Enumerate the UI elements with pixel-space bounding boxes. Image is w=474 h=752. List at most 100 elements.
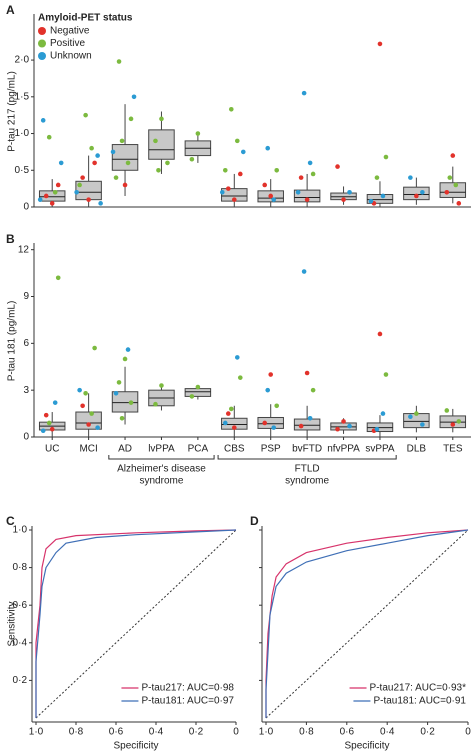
x-tick-label: PCA [188, 444, 209, 455]
data-point [271, 425, 277, 430]
data-point [128, 116, 134, 122]
x-tick-label: DLB [407, 444, 427, 455]
y-tick-label: 0·5 [15, 165, 30, 176]
x-tick-label: 0 [465, 727, 471, 738]
data-point [374, 175, 380, 180]
data-point [447, 175, 453, 180]
data-point [274, 403, 280, 409]
data-point [347, 423, 352, 429]
legend-label: P-tau181: AUC=0·91 [373, 696, 466, 707]
data-point [49, 426, 55, 432]
data-point [77, 182, 82, 188]
data-point [222, 420, 228, 426]
data-point [46, 420, 52, 426]
data-point [265, 145, 271, 151]
data-point [122, 356, 128, 362]
legend-label: P-tau181: AUC=0·97 [141, 696, 234, 707]
data-point [295, 190, 301, 195]
data-point [116, 59, 122, 64]
data-point [225, 186, 231, 191]
data-point [55, 275, 61, 281]
group-label: Alzheimer's disease [117, 464, 206, 475]
data-point [128, 400, 134, 405]
x-tick-label: PSP [261, 444, 281, 455]
panel-label: A [6, 3, 15, 17]
legend-label: P-tau217: AUC=0·93* [370, 683, 467, 694]
box [75, 411, 102, 430]
box [366, 194, 394, 204]
data-point [80, 175, 85, 180]
y-tick-label: 1·0 [15, 128, 30, 139]
box [111, 144, 139, 171]
y-tick-label: 3 [23, 385, 29, 396]
data-point [95, 153, 100, 158]
data-point [237, 375, 243, 380]
data-point [240, 149, 246, 155]
data-point [414, 193, 419, 199]
data-point [271, 197, 277, 202]
y-tick-label: 0 [23, 202, 29, 213]
y-axis-label: P-tau 217 (pg/mL) [7, 71, 18, 152]
group-label: syndrome [140, 476, 184, 487]
legend-swatch [38, 39, 46, 48]
data-point [113, 390, 119, 396]
data-point [55, 182, 61, 188]
data-point [153, 401, 158, 407]
data-point [307, 415, 313, 421]
data-point [450, 422, 456, 427]
data-point [228, 106, 234, 112]
x-tick-label: nfvPPA [327, 444, 360, 455]
legend-label: Positive [50, 38, 85, 49]
data-point [456, 419, 462, 424]
roc-curve [265, 529, 469, 718]
y-axis-label: P-tau 181 (pg/mL) [7, 301, 18, 382]
y-tick-label: 1·0 [13, 525, 28, 536]
data-point [408, 414, 413, 420]
group-label: syndrome [285, 476, 329, 487]
data-point [40, 428, 46, 434]
data-point [37, 197, 43, 202]
box [293, 418, 321, 431]
data-point [159, 383, 164, 388]
data-point [116, 380, 122, 385]
group-bracket [108, 455, 215, 460]
data-point [262, 182, 268, 188]
roc-curve [35, 529, 237, 718]
data-point [380, 193, 386, 199]
data-point [377, 41, 383, 47]
data-point [453, 182, 459, 188]
data-point [43, 412, 49, 418]
data-point [450, 153, 456, 158]
data-point [89, 411, 94, 416]
data-point [265, 387, 271, 393]
x-tick-label: 0 [233, 727, 239, 738]
data-point [268, 372, 274, 377]
y-axis-label: Sensitivity [7, 601, 18, 646]
legend-swatch [38, 52, 46, 60]
x-tick-label: AD [118, 444, 132, 455]
x-tick-label: TES [443, 444, 463, 455]
y-tick-label: 0·2 [13, 675, 28, 686]
data-point [189, 394, 195, 399]
data-point [268, 193, 274, 199]
data-point [456, 201, 462, 206]
box [257, 416, 284, 429]
data-point [86, 422, 91, 427]
data-point [234, 355, 240, 360]
data-point [189, 156, 195, 162]
legend-label: Negative [50, 26, 90, 37]
x-tick-label: 0·2 [189, 727, 204, 738]
data-point [380, 411, 386, 416]
x-tick-label: CBS [224, 444, 245, 455]
data-point [52, 400, 58, 405]
y-tick-label: 2·0 [15, 55, 30, 66]
legend-label: P-tau217: AUC=0·98 [141, 683, 234, 694]
data-point [374, 426, 380, 432]
data-point [444, 190, 450, 195]
x-tick-label: UC [45, 444, 59, 455]
x-tick-label: 0·2 [420, 727, 435, 738]
data-point [234, 138, 240, 144]
data-point [383, 372, 389, 377]
reference-diagonal [265, 529, 469, 719]
